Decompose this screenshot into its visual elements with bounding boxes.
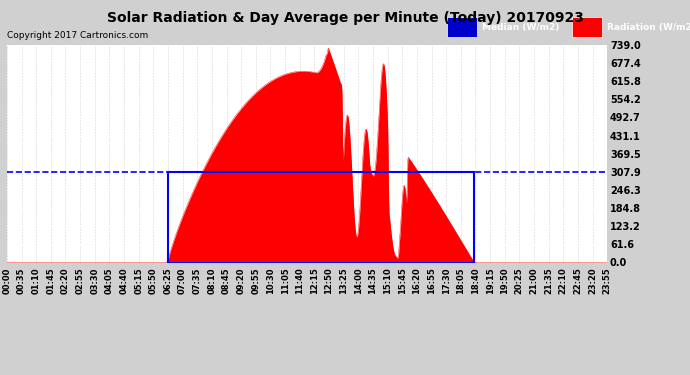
Text: Radiation (W/m2): Radiation (W/m2) [607,22,690,32]
Text: Median (W/m2): Median (W/m2) [482,22,559,32]
Bar [448,17,477,37]
Bar [573,17,602,37]
Text: Copyright 2017 Cartronics.com: Copyright 2017 Cartronics.com [7,30,148,39]
Text: Solar Radiation & Day Average per Minute (Today) 20170923: Solar Radiation & Day Average per Minute… [106,11,584,25]
Bar [168,172,474,262]
